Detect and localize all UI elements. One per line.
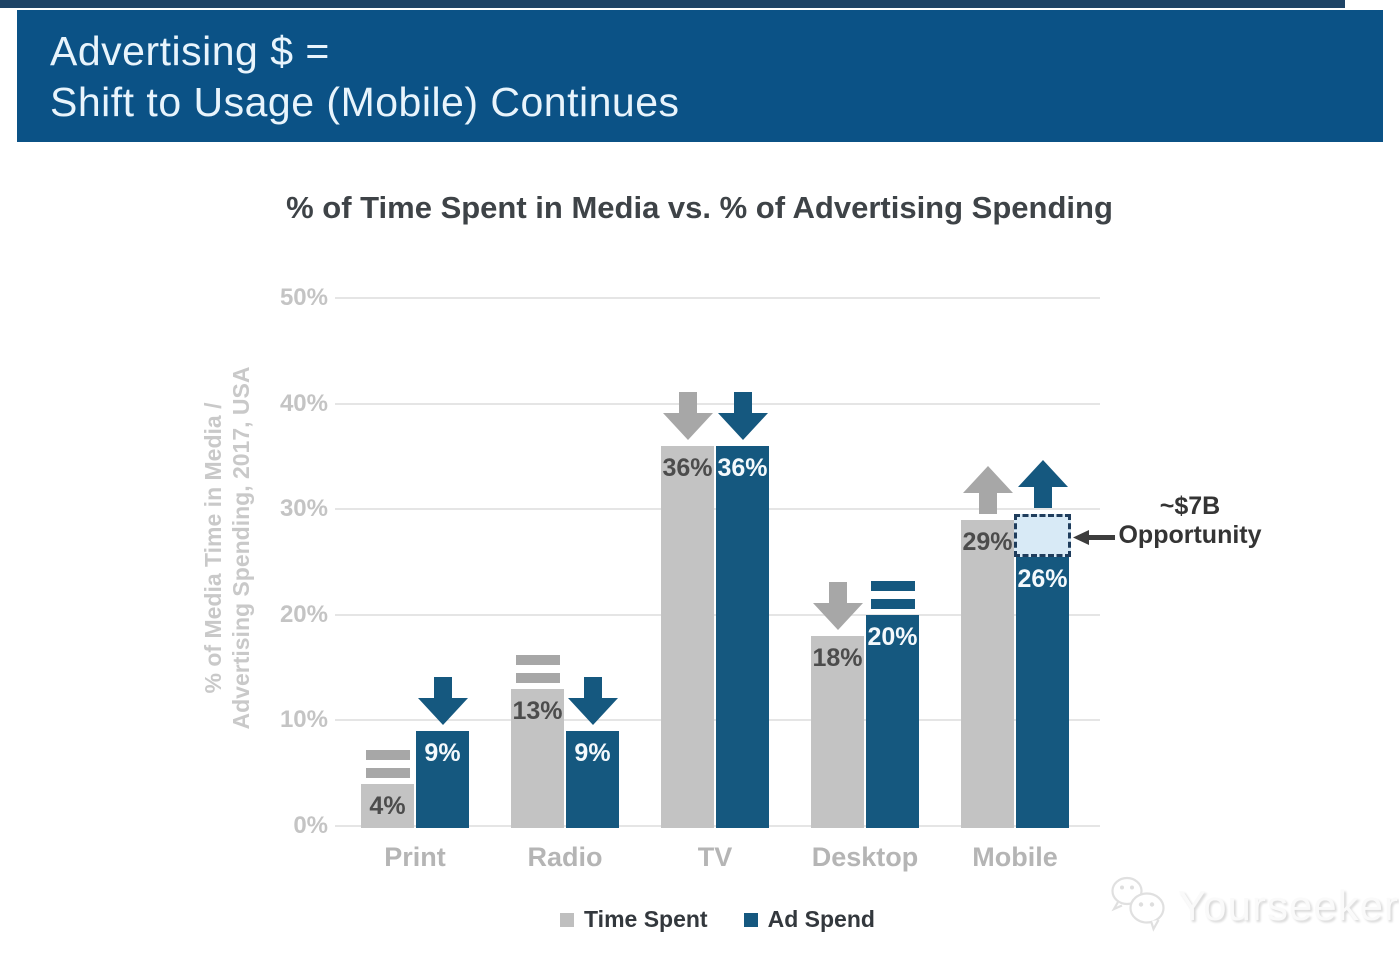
- annotation-line-1: ~$7B: [1159, 492, 1221, 520]
- watermark-text: Yourseeker: [1178, 881, 1399, 929]
- category-label-desktop: Desktop: [811, 842, 919, 872]
- trend-up-arrow-icon: [962, 465, 1013, 519]
- y-tick-label: 40%: [279, 389, 328, 417]
- chat-bubbles-logo-icon: [1106, 874, 1172, 937]
- bar-time-spent-print: 4%: [361, 783, 414, 828]
- trend-down-arrow-icon: [812, 581, 863, 635]
- y-tick-label: 10%: [279, 706, 328, 734]
- legend-label: Ad Spend: [767, 906, 875, 932]
- trend-down-arrow-icon: [567, 676, 618, 730]
- opportunity-box: [1014, 514, 1071, 557]
- category-label-tv: TV: [697, 842, 733, 872]
- legend-item: Ad Spend: [743, 906, 875, 933]
- annotation-arrow-icon: [1073, 529, 1115, 551]
- bar-ad-spend-desktop: 20%: [866, 614, 919, 828]
- annotation-text: ~$7B Opportunity: [1114, 492, 1266, 550]
- y-tick-label: 20%: [279, 600, 328, 628]
- bar-value-label: 36%: [717, 453, 768, 482]
- category-label-print: Print: [384, 842, 446, 872]
- top-edge-strip: [0, 0, 1345, 8]
- chart-title: % of Time Spent in Media vs. % of Advert…: [286, 190, 1113, 225]
- bar-value-label: 9%: [424, 738, 461, 767]
- bar-time-spent-desktop: 18%: [811, 635, 864, 828]
- bar-value-label: 9%: [574, 738, 611, 767]
- bar-ad-spend-tv: 36%: [716, 445, 769, 828]
- header-line-2: Shift to Usage (Mobile) Continues: [50, 79, 680, 125]
- legend-item: Time Spent: [560, 906, 708, 933]
- gridline: [335, 297, 1100, 299]
- category-label-mobile: Mobile: [972, 842, 1058, 872]
- bar-value-label: 26%: [1017, 565, 1068, 594]
- y-tick-label: 50%: [279, 284, 328, 311]
- watermark: Yourseeker: [1106, 874, 1399, 937]
- trend-flat-icon: [515, 654, 560, 683]
- chart-legend: Time Spent Ad Spend: [335, 906, 1100, 933]
- trend-up-arrow-icon: [1017, 460, 1068, 513]
- trend-down-arrow-icon: [662, 391, 713, 445]
- bar-value-label: 4%: [369, 791, 406, 820]
- gridline: [335, 402, 1100, 405]
- trend-flat-icon: [870, 580, 915, 609]
- bar-time-spent-tv: 36%: [661, 445, 714, 828]
- bar-ad-spend-mobile: 26%: [1016, 551, 1069, 828]
- bar-ad-spend-radio: 9%: [566, 730, 619, 828]
- bar-ad-spend-print: 9%: [416, 730, 469, 828]
- bar-time-spent-radio: 13%: [511, 688, 564, 828]
- bar-value-label: 36%: [662, 453, 713, 482]
- y-tick-label: 30%: [279, 495, 328, 523]
- legend-label: Time Spent: [584, 906, 708, 932]
- header-line-1: Advertising $ =: [50, 28, 330, 74]
- annotation-line-2: Opportunity: [1118, 521, 1262, 549]
- ad-spend-swatch-icon: [743, 912, 758, 927]
- bar-value-label: 13%: [512, 696, 563, 725]
- time-spent-swatch-icon: [560, 912, 575, 927]
- bar-value-label: 20%: [867, 622, 918, 651]
- trend-flat-icon: [365, 749, 410, 778]
- bar-time-spent-mobile: 29%: [961, 519, 1014, 828]
- bar-value-label: 29%: [962, 527, 1013, 556]
- bar-value-label: 18%: [812, 643, 863, 672]
- y-axis-label-line-1: % of Media Time in Media /: [200, 402, 226, 694]
- category-label-radio: Radio: [527, 842, 603, 872]
- y-tick-label: 0%: [293, 812, 328, 839]
- trend-down-arrow-icon: [717, 391, 768, 445]
- slide-header: Advertising $ = Shift to Usage (Mobile) …: [17, 10, 1383, 142]
- trend-down-arrow-icon: [417, 676, 468, 730]
